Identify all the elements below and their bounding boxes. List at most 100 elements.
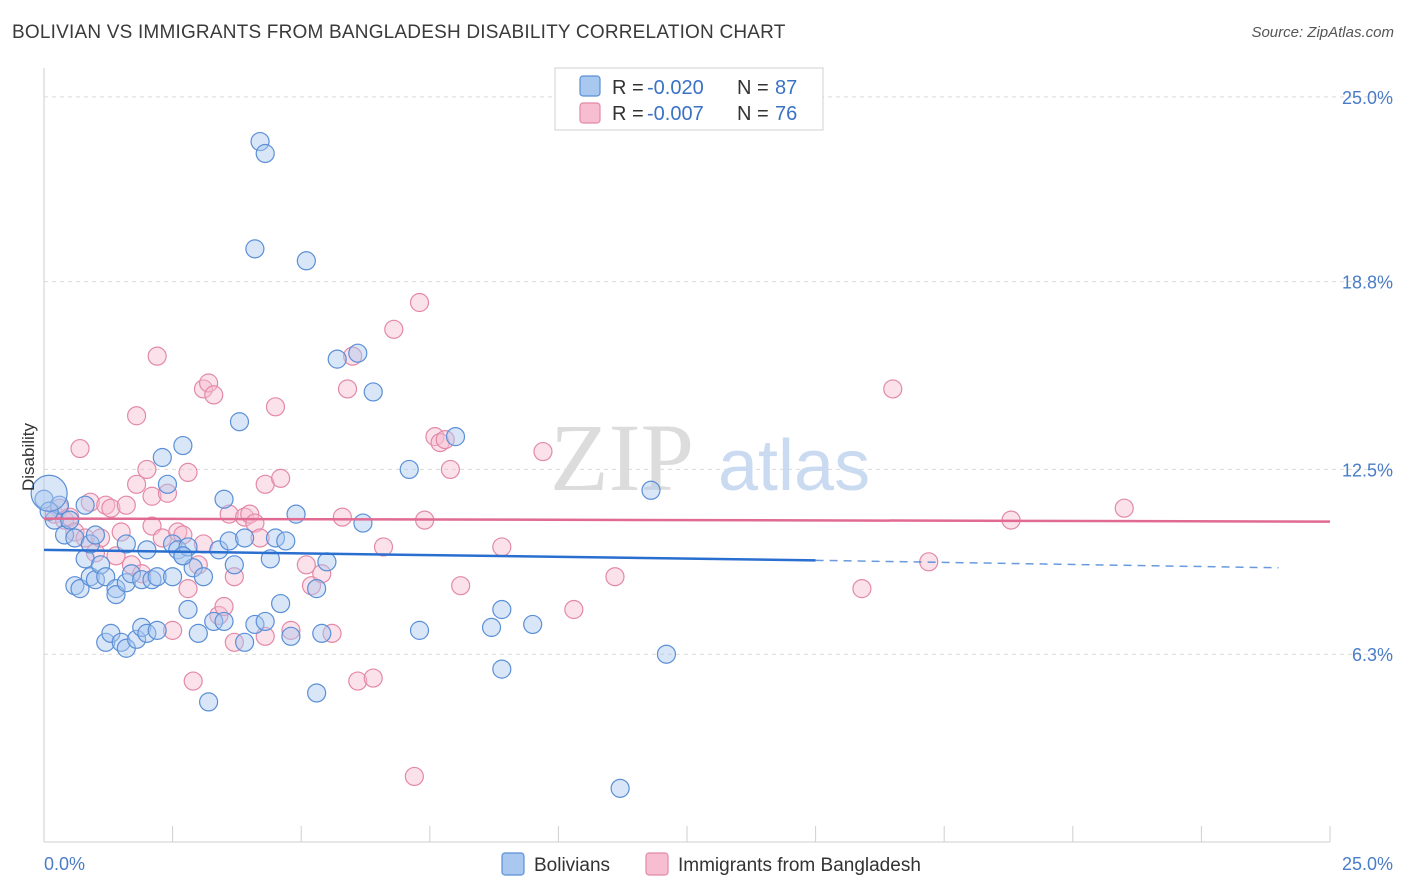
bangladesh-point-48: [271, 468, 291, 488]
legend-swatch-blue: [579, 75, 601, 97]
legend-r-value-blue: -0.020: [647, 77, 704, 99]
legend-swatch-pink: [579, 102, 601, 124]
bangladesh-point-17: [126, 406, 147, 426]
legend-n-value-blue: 87: [775, 77, 797, 99]
x-tick-label-max: 25.0%: [1342, 854, 1393, 874]
bangladesh-point-29: [178, 462, 198, 483]
bolivian-point-82: [610, 778, 630, 798]
bolivian-point-26: [132, 570, 152, 590]
bolivian-point-71: [327, 349, 347, 369]
trend-lines: [43, 517, 1331, 569]
bangladesh-point-69: [492, 537, 512, 557]
bangladesh-point-34: [199, 373, 219, 393]
watermark-atlas: atlas: [718, 426, 870, 506]
bolivian-point-22: [116, 534, 136, 554]
bolivian-point-75: [399, 459, 419, 480]
bangladesh-point-28: [178, 579, 198, 599]
bangladesh-point-56: [343, 346, 363, 366]
bangladesh-point-19: [137, 459, 157, 480]
bangladesh-point-57: [348, 671, 368, 691]
bangladesh-point-53: [322, 623, 342, 643]
bangladesh-point-37: [214, 596, 234, 617]
bangladesh-point-60: [384, 319, 404, 339]
bangladesh-point-52: [312, 564, 332, 584]
bolivian-point-57: [250, 131, 270, 152]
bolivian-point-68: [307, 579, 327, 599]
bangladesh-point-31: [188, 555, 208, 575]
bolivian-point-large: [30, 474, 68, 512]
chart-title: BOLIVIAN VS IMMIGRANTS FROM BANGLADESH D…: [12, 22, 786, 43]
bangladesh-point-18: [132, 564, 152, 584]
bottom-legend-bolivians: Bolivians: [534, 855, 610, 876]
bolivian-point-72: [348, 343, 368, 363]
bolivian-point-67: [307, 683, 327, 703]
bolivian-point-13: [85, 525, 106, 545]
bolivian-point-52: [229, 412, 250, 432]
bolivian-point-30: [142, 570, 162, 590]
bangladesh-point-30: [183, 671, 203, 691]
bolivian-point-58: [255, 143, 275, 164]
bolivian-point-32: [147, 620, 167, 640]
legend-n-label-pink: N =: [737, 103, 769, 125]
bolivian-point-69: [312, 623, 332, 643]
y-tick-label-0: 6.3%: [1352, 645, 1393, 665]
bolivian-point-77: [445, 427, 466, 447]
series-bolivians-points: [30, 131, 677, 798]
bangladesh-point-9: [90, 528, 111, 548]
bottom-legend-swatch-bolivians: [501, 852, 525, 876]
bangladesh-point-70: [533, 441, 553, 462]
bangladesh-point-72: [605, 567, 625, 587]
bolivian-point-36: [163, 567, 183, 587]
bolivian-point-76: [409, 620, 430, 640]
bolivian-point-49: [214, 489, 234, 509]
x-tick-label-min: 0.0%: [44, 854, 85, 874]
bolivian-point-16: [96, 632, 116, 652]
bolivian-point-86: [173, 546, 193, 566]
bolivian-point-63: [276, 531, 296, 551]
bolivian-point-73: [353, 513, 373, 533]
bolivian-point-23: [116, 573, 136, 593]
bolivian-point-70: [317, 552, 337, 572]
bangladesh-point-67: [440, 459, 460, 480]
bolivian-point-59: [255, 611, 275, 632]
bangladesh-point-55: [337, 379, 358, 399]
bolivian-point-2: [49, 495, 70, 515]
bangladesh-point-49: [281, 620, 301, 640]
bolivian-point-24: [121, 564, 142, 584]
bolivian-point-43: [188, 623, 208, 643]
y-tick-label-1: 12.5%: [1342, 460, 1393, 480]
bottom-legend: Bolivians Immigrants from Bangladesh: [501, 852, 921, 876]
watermark: ZIP atlas: [550, 404, 870, 511]
bolivian-point-38: [173, 435, 193, 456]
bangladesh-point-41: [235, 507, 255, 527]
bangladesh-point-74: [883, 379, 903, 399]
bolivian-point-79: [492, 659, 512, 679]
series-bangladesh-points: [44, 292, 1134, 787]
bolivian-point-31: [147, 567, 167, 587]
bolivian-point-14: [90, 555, 111, 575]
gridlines: [44, 96, 1393, 655]
bolivian-point-6: [65, 576, 85, 596]
bolivian-point-78: [481, 617, 502, 637]
bangladesh-point-47: [265, 397, 286, 417]
bolivian-point-54: [235, 632, 255, 652]
bangladesh-point-73: [852, 579, 872, 599]
bangladesh-point-7: [80, 492, 100, 512]
bolivian-point-34: [157, 474, 178, 494]
bolivian-point-18: [106, 579, 126, 599]
bangladesh-point-10: [96, 495, 116, 515]
bangladesh-point-61: [404, 766, 424, 787]
bangladesh-point-25: [163, 620, 183, 640]
bolivian-point-44: [193, 567, 214, 587]
bolivian-point-20: [111, 632, 131, 652]
y-tick-labels: 6.3% 12.5% 18.8% 25.0%: [1342, 88, 1393, 665]
bangladesh-point-20: [142, 486, 162, 506]
bolivian-point-25: [126, 629, 147, 649]
bangladesh-point-54: [332, 507, 352, 527]
bangladesh-point-40: [224, 632, 244, 652]
bangladesh-point-14: [116, 495, 136, 515]
trend-line-bolivians-extension: [815, 559, 1279, 569]
bangladesh-point-16: [126, 474, 147, 494]
bolivian-point-27: [132, 617, 152, 637]
